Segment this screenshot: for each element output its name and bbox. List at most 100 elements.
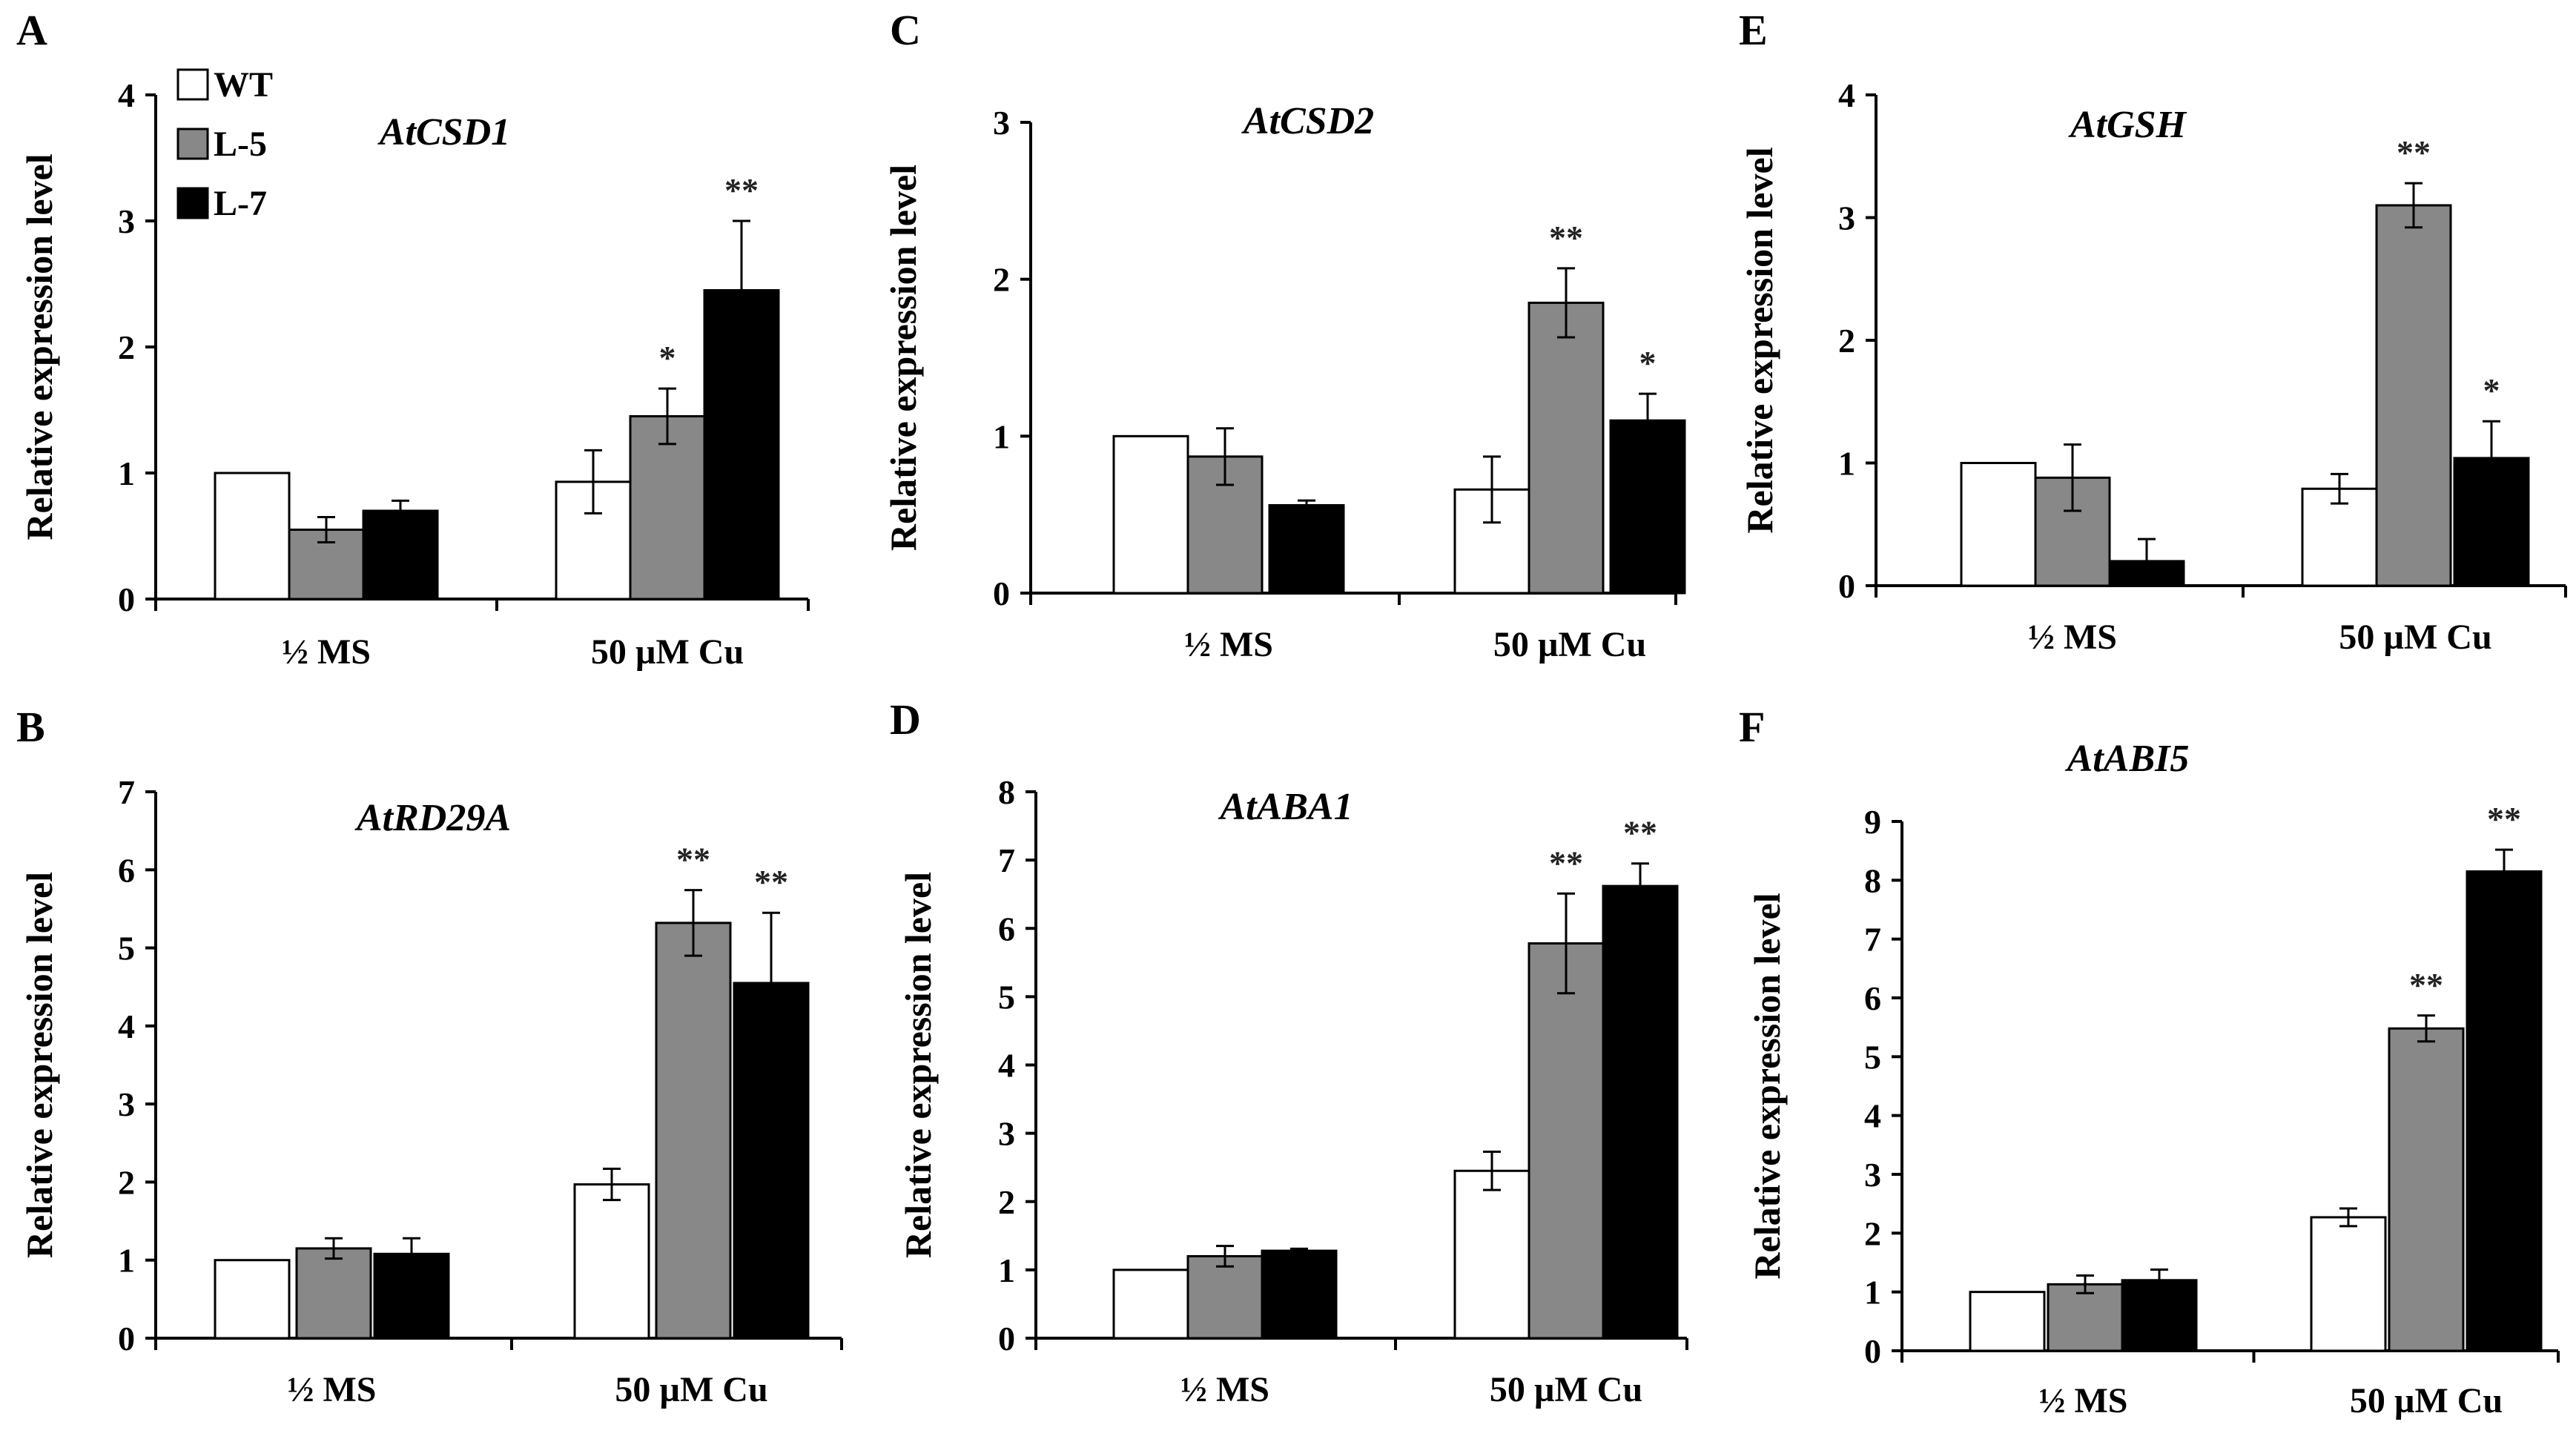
y-tick-label: 2 [998, 1183, 1015, 1221]
y-tick-label: 0 [1838, 567, 1855, 605]
legend-swatch [176, 187, 209, 219]
bar [655, 922, 732, 1340]
panel-label: C [890, 6, 921, 54]
bar [288, 529, 365, 601]
y-tick-label: 8 [1864, 861, 1881, 899]
y-axis-label: Relative expression level [897, 872, 939, 1258]
legend-label: L-7 [214, 184, 267, 223]
significance-mark: * [1639, 344, 1657, 382]
bar [2121, 1279, 2198, 1352]
y-axis-label: Relative expression level [19, 153, 60, 540]
y-tick-label: 4 [1838, 76, 1855, 114]
y-tick-label: 2 [118, 328, 135, 366]
y-tick-label: 7 [118, 773, 135, 811]
significance-mark: * [659, 339, 676, 377]
bar [1609, 419, 1686, 595]
y-tick-label: 4 [118, 1008, 135, 1045]
y-tick-label: 1 [118, 1242, 135, 1280]
y-tick-label: 4 [998, 1047, 1015, 1085]
bar [1112, 1268, 1189, 1340]
x-category-label: ½ MS [2039, 1381, 2128, 1420]
y-tick-label: 7 [1864, 921, 1881, 959]
y-tick-label: 2 [993, 261, 1010, 299]
bar [214, 472, 291, 601]
bar [2466, 870, 2543, 1352]
y-tick-label: 1 [118, 454, 135, 492]
y-tick-label: 6 [118, 851, 135, 889]
bar [2388, 1027, 2465, 1352]
y-tick-label: 0 [118, 580, 135, 618]
panel-label: B [16, 703, 45, 751]
bar [1112, 434, 1189, 595]
panel-label: F [1739, 703, 1765, 751]
bar [1453, 1169, 1530, 1340]
chart-panel-f: F AtABI5 Relative expression level 0 1 2 3 4 5 6 7… [1739, 703, 2560, 1420]
legend-swatch [176, 68, 209, 101]
x-category-label: 50 µM Cu [615, 1370, 767, 1409]
y-tick-label: 1 [1864, 1274, 1881, 1311]
x-category-label: ½ MS [282, 632, 371, 672]
bar [1186, 1254, 1264, 1340]
y-tick-label: 3 [118, 202, 135, 240]
y-tick-label: 6 [1864, 979, 1881, 1017]
y-tick-label: 7 [998, 841, 1015, 879]
legend-label: WT [214, 65, 273, 105]
bar [2301, 487, 2378, 587]
y-tick-label: 2 [1838, 322, 1855, 360]
y-tick-label: 0 [998, 1320, 1015, 1357]
y-tick-label: 3 [993, 104, 1010, 142]
significance-mark: ** [724, 171, 759, 209]
y-tick-label: 0 [1864, 1332, 1881, 1370]
y-tick-label: 2 [1864, 1214, 1881, 1252]
y-tick-label: 2 [118, 1163, 135, 1201]
legend-label: L-5 [214, 125, 267, 164]
significance-mark: ** [2487, 800, 2521, 838]
significance-mark: ** [1549, 844, 1583, 881]
bar [295, 1247, 372, 1340]
significance-mark: ** [1549, 219, 1583, 257]
bar [2375, 204, 2452, 587]
panel-label: D [890, 695, 921, 744]
legend-swatch [176, 128, 209, 160]
bar [362, 509, 439, 601]
y-tick-label: 6 [998, 910, 1015, 947]
chart-panel-b: B AtRD29A Relative expression level 0 1 2 3 4 5 6… [16, 703, 843, 1409]
chart-title: AtRD29A [354, 797, 511, 839]
x-category-label: ½ MS [288, 1370, 377, 1409]
chart-title: AtCSD1 [377, 111, 510, 153]
significance-mark: * [2483, 371, 2500, 409]
significance-mark: ** [676, 841, 710, 879]
x-category-label: 50 µM Cu [1493, 625, 1646, 664]
bar [1528, 301, 1605, 595]
y-tick-label: 4 [1864, 1097, 1881, 1135]
x-category-label: ½ MS [1184, 625, 1273, 664]
y-tick-label: 1 [993, 417, 1010, 455]
bar [1969, 1291, 2046, 1352]
x-category-label: 50 µM Cu [2339, 618, 2491, 657]
y-axis-label: Relative expression level [882, 165, 924, 551]
bar [1261, 1249, 1338, 1340]
y-axis-label: Relative expression level [19, 872, 60, 1258]
chart-panel-d: D AtABA1 Relative expression level 0 1 2 3 4 5 6 7… [890, 695, 1688, 1409]
bar [214, 1259, 291, 1340]
y-tick-label: 0 [993, 575, 1010, 612]
chart-title: AtCSD2 [1241, 100, 1374, 142]
panel-label: E [1739, 6, 1768, 54]
y-tick-label: 3 [118, 1085, 135, 1123]
x-category-label: ½ MS [1180, 1370, 1269, 1409]
y-tick-label: 0 [118, 1320, 135, 1357]
significance-mark: ** [2409, 966, 2443, 1004]
x-category-label: ½ MS [2028, 618, 2117, 657]
panel-label: A [16, 6, 47, 54]
y-tick-label: 5 [1864, 1038, 1881, 1076]
y-tick-label: 3 [1838, 199, 1855, 237]
x-category-label: 50 µM Cu [1490, 1370, 1642, 1409]
legend: WT L-5 L-7 [176, 65, 273, 223]
bar [1268, 503, 1345, 595]
y-tick-label: 5 [998, 978, 1015, 1016]
x-category-label: 50 µM Cu [2350, 1381, 2503, 1420]
significance-mark: ** [1623, 814, 1657, 852]
